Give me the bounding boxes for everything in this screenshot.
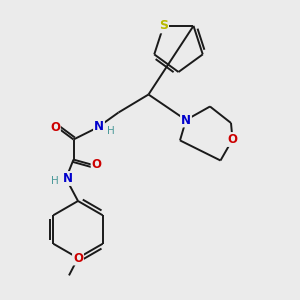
- Text: N: N: [181, 113, 191, 127]
- Text: N: N: [62, 172, 73, 185]
- Text: H: H: [51, 176, 58, 186]
- Text: H: H: [107, 125, 115, 136]
- Text: O: O: [73, 251, 83, 265]
- Text: O: O: [92, 158, 102, 172]
- Text: S: S: [159, 20, 168, 32]
- Text: O: O: [227, 133, 238, 146]
- Text: O: O: [50, 121, 60, 134]
- Text: N: N: [94, 120, 104, 133]
